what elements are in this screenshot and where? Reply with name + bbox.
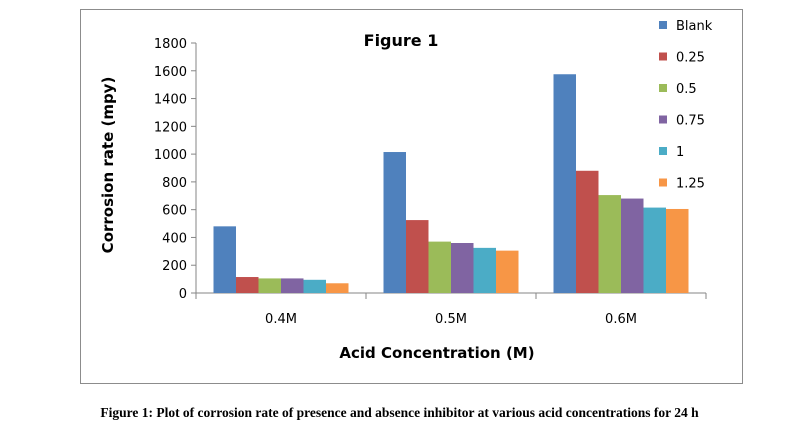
bar-1-0_6M	[643, 207, 666, 293]
figure-caption: Figure 1: Plot of corrosion rate of pres…	[100, 405, 699, 420]
legend-label: 0.25	[676, 51, 705, 66]
y-axis-title: Corrosion rate (mpy)	[99, 77, 117, 254]
bar-0_75-0_5M	[451, 243, 474, 293]
bar-0_5-0_6M	[598, 195, 621, 293]
legend-swatch	[659, 178, 667, 187]
plot-area: 0 200 400 600 800 1000 1200 1400 1600 1800 0.4M 0.5…	[154, 37, 707, 327]
bar-Blank-0_5M	[383, 152, 406, 293]
bar-0_25-0_4M	[236, 277, 259, 293]
bar-Blank-0_4M	[213, 226, 236, 293]
y-tick-label: 1800	[154, 37, 187, 52]
legend: Blank 0.25 0.5 0.75 1 1.25	[659, 19, 713, 192]
y-tick-label: 1600	[154, 65, 187, 80]
y-tick-label: 1200	[154, 120, 187, 135]
bar-1-0_4M	[303, 279, 326, 293]
legend-label: 1	[676, 145, 684, 160]
legend-swatch	[659, 21, 667, 29]
legend-swatch	[659, 115, 667, 124]
y-tick-label: 400	[162, 231, 187, 246]
x-tick-label: 0.5M	[435, 312, 467, 327]
legend-label: Blank	[676, 19, 713, 34]
bar-1-0_5M	[473, 247, 496, 293]
y-tick-label: 1000	[154, 148, 187, 163]
legend-swatch	[659, 147, 667, 155]
bar-chart: Figure 1 Corrosion rate (mpy) Acid Conce…	[99, 19, 713, 362]
bar-0_5-0_4M	[258, 278, 281, 293]
legend-label: 0.5	[676, 82, 697, 97]
bar-1_25-0_6M	[666, 208, 689, 293]
legend-label: 0.75	[676, 114, 705, 129]
legend-label: 1.25	[676, 177, 705, 192]
y-tick-label: 800	[162, 176, 187, 191]
bar-1_25-0_4M	[326, 283, 349, 293]
figure-frame: Figure 1 Corrosion rate (mpy) Acid Conce…	[80, 9, 743, 384]
y-tick-label: 0	[179, 287, 187, 302]
y-tick-label: 200	[162, 259, 187, 274]
y-tick-label: 600	[162, 204, 187, 219]
y-tick-label: 1400	[154, 93, 187, 108]
x-tick-label: 0.4M	[265, 312, 297, 327]
legend-swatch	[659, 84, 667, 92]
legend-swatch	[659, 52, 667, 61]
x-axis-title: Acid Concentration (M)	[339, 344, 534, 362]
bar-0_25-0_6M	[576, 170, 599, 293]
bar-0_5-0_5M	[428, 241, 451, 293]
bar-Blank-0_6M	[553, 74, 576, 293]
bar-0_75-0_6M	[621, 198, 644, 293]
x-tick-label: 0.6M	[605, 312, 637, 327]
bar-0_75-0_4M	[281, 278, 304, 293]
bar-0_25-0_5M	[406, 220, 429, 293]
chart-title: Figure 1	[364, 31, 439, 50]
bar-1_25-0_5M	[496, 250, 519, 293]
